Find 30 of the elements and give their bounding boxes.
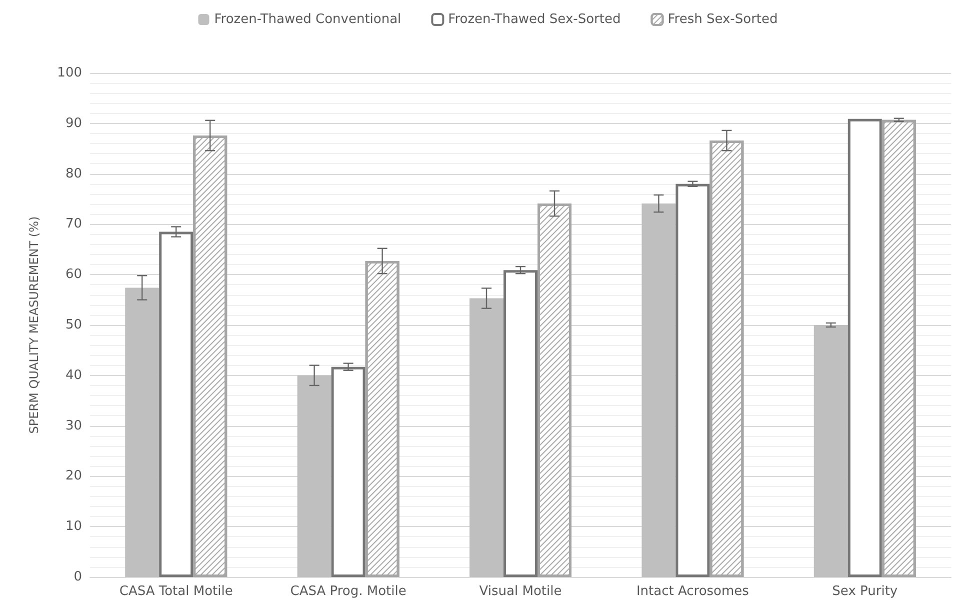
y-tick-label: 10 (65, 519, 82, 534)
y-tick-label: 0 (74, 570, 82, 584)
y-tick-label: 100 (57, 66, 82, 80)
bar (125, 288, 160, 577)
x-tick-label: Sex Purity (832, 584, 898, 599)
bar (676, 184, 710, 577)
x-tick-label: Intact Acrosomes (636, 584, 750, 599)
y-axis-title: SPERM QUALITY MEASUREMENT (%) (27, 216, 41, 434)
bar (159, 232, 194, 577)
bar (642, 204, 676, 577)
y-tick-label: 50 (65, 318, 82, 332)
bar (331, 366, 366, 577)
y-tick-label: 60 (65, 267, 82, 282)
y-tick-label: 70 (65, 216, 82, 232)
bar (297, 375, 332, 577)
bar (814, 325, 848, 577)
legend-label: Fresh Sex-Sorted (668, 12, 778, 27)
bar (848, 118, 882, 577)
x-tick-label: CASA Total Motile (119, 584, 233, 599)
y-tick-label: 40 (65, 368, 82, 383)
legend-label: Frozen-Thawed Sex-Sorted (448, 12, 621, 27)
y-tick-label: 90 (65, 116, 82, 131)
y-tick-label: 20 (65, 468, 82, 484)
y-tick-label: 30 (65, 418, 82, 434)
legend-label: Frozen-Thawed Conventional (214, 12, 402, 27)
x-tick-label: Visual Motile (479, 584, 562, 599)
y-tick-label: 80 (65, 166, 82, 182)
x-tick-label: CASA Prog. Motile (290, 584, 406, 599)
bar (470, 298, 504, 577)
bar (504, 270, 538, 577)
